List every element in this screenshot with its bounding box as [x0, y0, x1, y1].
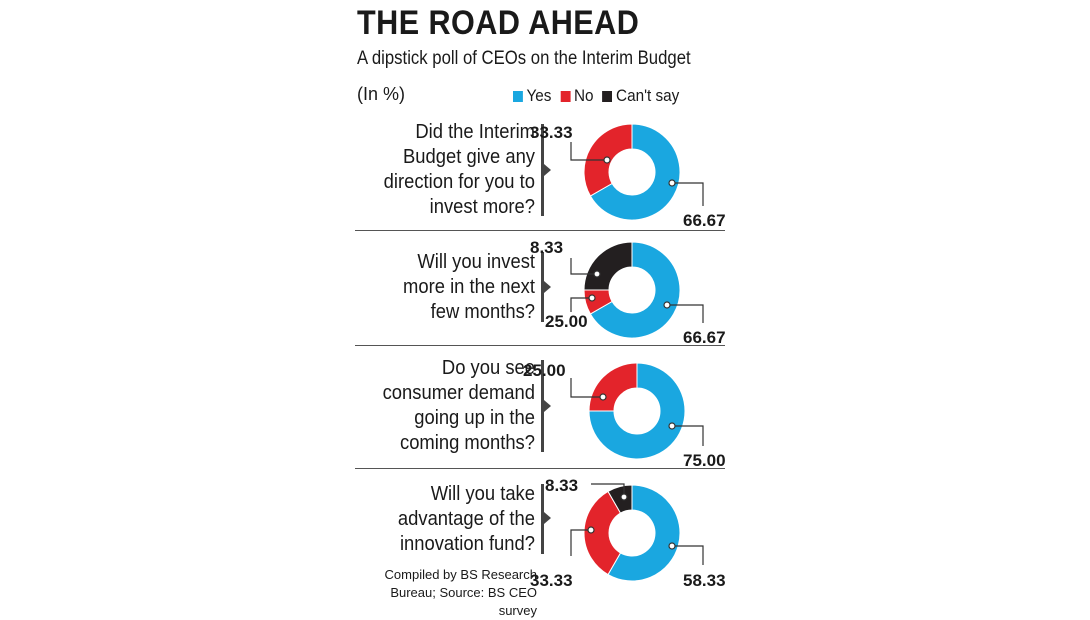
donut-4-leader-dot [669, 543, 675, 549]
donut-3-leader-dot [669, 423, 675, 429]
donut-3-slice-no [589, 363, 637, 411]
donut-4-value-label: 33.33 [530, 571, 573, 590]
donut-2-value-label: 8.33 [530, 238, 563, 257]
donut-4-leader-dot [621, 494, 627, 500]
donut-2-value-label: 25.00 [545, 312, 588, 331]
donut-1-value-label: 66.67 [683, 211, 726, 230]
donut-1-leader-dot [604, 157, 610, 163]
donut-3-leader-dot [600, 394, 606, 400]
donut-1-value-label: 33.33 [530, 123, 573, 142]
infographic-panel: THE ROAD AHEAD A dipstick poll of CEOs o… [345, 0, 740, 613]
donut-2-value-label: 66.67 [683, 328, 726, 347]
donut-charts: 66.67 33.33 66.67 8.33 25.00 75.00 25.00 58.33 3… [345, 0, 740, 613]
donut-2-leader-dot [589, 295, 595, 301]
donut-4-value-label: 58.33 [683, 571, 726, 590]
donut-1-leader-dot [669, 180, 675, 186]
donut-2-leader-dot [594, 271, 600, 277]
donut-3-value-label: 25.00 [523, 361, 566, 380]
donut-4-leader-dot [588, 527, 594, 533]
donut-4-value-label: 8.33 [545, 476, 578, 495]
donut-3-value-label: 75.00 [683, 451, 726, 470]
donut-2-slice-can-t-say [584, 242, 632, 290]
donut-2-leader-dot [664, 302, 670, 308]
